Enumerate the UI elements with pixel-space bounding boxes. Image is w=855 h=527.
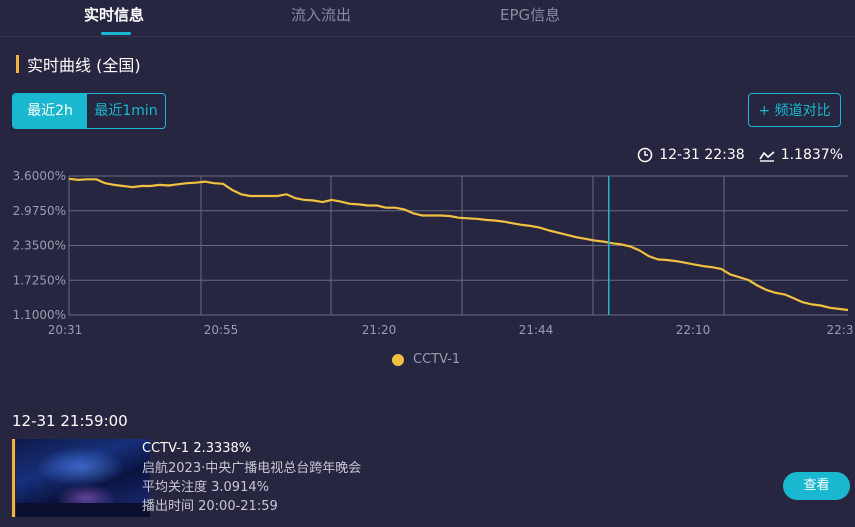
y-tick-label: 2.9750% — [13, 204, 66, 218]
x-tick-label: 22:3 — [827, 323, 854, 337]
program-avg-attention: 平均关注度 3.0914% — [142, 480, 269, 495]
program-info: CCTV-1 2.3338% 启航2023·中央广播电视总台跨年晚会 平均关注度… — [142, 439, 361, 516]
section-title: 实时曲线 (全国) — [16, 54, 141, 75]
x-tick-label: 22:10 — [676, 323, 711, 337]
tab-realtime[interactable]: 实时信息 — [84, 6, 145, 24]
trend-icon — [759, 151, 775, 162]
program-card: CCTV-1 2.3338% 启航2023·中央广播电视总台跨年晚会 平均关注度… — [12, 439, 855, 517]
tab-inflow-outflow[interactable]: 流入流出 — [291, 6, 352, 24]
readout-time: 12-31 22:38 — [659, 147, 745, 163]
series-line-cctv1 — [68, 177, 849, 312]
y-tick-label: 1.7250% — [13, 273, 66, 287]
x-tick-label: 21:20 — [362, 323, 397, 337]
x-tick-label: 20:31 — [48, 323, 83, 337]
readout-value: 1.1837% — [780, 147, 843, 163]
tab-bar: 实时信息 流入流出 EPG信息 — [0, 0, 855, 37]
x-tick-label: 20:55 — [204, 323, 239, 337]
range-1min-button[interactable]: 最近1min — [94, 103, 158, 119]
program-channel-rating: CCTV-1 2.3338% — [142, 441, 252, 456]
y-tick-label: 1.1000% — [13, 308, 66, 322]
y-tick-label: 2.3500% — [13, 239, 66, 253]
view-button[interactable]: 查看 — [783, 472, 850, 500]
y-tick-label: 3.6000% — [13, 169, 66, 183]
range-2h-button[interactable]: 最近2h — [13, 94, 87, 128]
legend-label: CCTV-1 — [413, 352, 461, 367]
title-accent-bar — [16, 55, 19, 73]
active-tab-underline — [101, 32, 131, 35]
program-thumbnail — [16, 439, 150, 517]
x-tick-label: 21:44 — [519, 323, 554, 337]
section-title-text: 实时曲线 (全国) — [27, 56, 141, 75]
program-name: 启航2023·中央广播电视总台跨年晚会 — [142, 461, 362, 476]
clock-icon — [637, 147, 653, 163]
realtime-line-chart: 3.6000% 2.9750% 2.3500% 1.7250% 1.1000%20:31… — [13, 169, 854, 337]
range-toggle: 最近2h 最近1min — [12, 93, 166, 129]
program-timestamp: 12-31 21:59:00 — [12, 412, 128, 430]
legend-dot — [392, 353, 404, 366]
program-airtime: 播出时间 20:00-21:59 — [142, 499, 278, 514]
cursor-readout: 12-31 22:38 1.1837% — [637, 145, 843, 165]
channel-compare-button[interactable]: + 频道对比 — [748, 93, 841, 127]
chart-legend[interactable]: CCTV-1 — [392, 352, 460, 367]
tab-epg[interactable]: EPG信息 — [500, 6, 561, 24]
program-accent-bar — [12, 439, 15, 517]
